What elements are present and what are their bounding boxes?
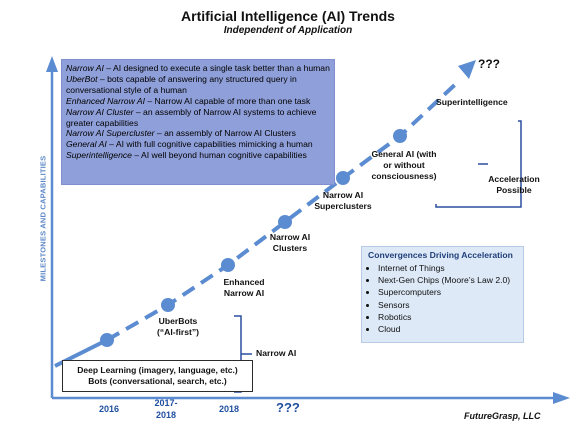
- convergences-title: Convergences Driving Acceleration: [368, 250, 513, 260]
- year-2017-2018-line1: 2017-: [154, 398, 178, 408]
- superintelligence-label: Superintelligence: [436, 97, 508, 107]
- definition-term: UberBot: [66, 73, 98, 84]
- list-item: Sensors: [378, 299, 517, 311]
- diagram-title: Artificial Intelligence (AI) Trends: [181, 8, 395, 24]
- diagram-subtitle: Independent of Application: [223, 25, 353, 36]
- node-enhanced-narrow-ai: [221, 258, 235, 272]
- definition-text: – bots capable of answering any structur…: [66, 73, 297, 95]
- uberbots-label-line2: (“AI-first”): [156, 327, 199, 337]
- definition-text: – AI with full cognitive capabilities mi…: [106, 139, 313, 150]
- definition-item: Narrow AI Supercluster – an assembly of …: [66, 128, 330, 139]
- node-2016: [100, 333, 114, 347]
- definition-item: General AI – AI with full cognitive capa…: [66, 139, 330, 150]
- year-2017-2018: 2017- 2018: [146, 397, 186, 421]
- list-item: Next-Gen Chips (Moore’s Law 2.0): [378, 274, 517, 286]
- y-axis-arrow-icon: [46, 56, 58, 72]
- definition-text: – AI designed to execute a single task b…: [103, 63, 330, 73]
- credit-label: FutureGrasp, LLC: [464, 411, 541, 421]
- definition-item: Narrow AI – AI designed to execute a sin…: [66, 63, 330, 74]
- uberbots-label-line1: UberBots: [158, 316, 198, 326]
- clusters-label-line1: Narrow AI: [269, 232, 311, 242]
- definition-text: – AI well beyond human cognitive capabil…: [131, 150, 307, 161]
- deep-learning-line1: Deep Learning (imagery, language, etc.): [77, 365, 238, 375]
- uberbots-label: UberBots (“AI-first”): [146, 316, 210, 338]
- narrow-ai-bracket: [234, 315, 252, 393]
- definition-term: General AI: [66, 139, 107, 150]
- definition-text: – an assembly of Narrow AI Clusters: [154, 128, 296, 139]
- enhanced-label-line1: Enhanced: [223, 277, 265, 287]
- year-2017-2018-line2: 2018: [155, 410, 177, 420]
- definition-item: Narrow AI Cluster – an assembly of Narro…: [66, 107, 330, 129]
- enhanced-label-line2: Narrow AI: [223, 288, 265, 298]
- deep-learning-box: Deep Learning (imagery, language, etc.) …: [62, 360, 253, 392]
- convergences-list: Internet of Things Next-Gen Chips (Moore…: [368, 262, 517, 335]
- superclusters-label-line2: Superclusters: [314, 201, 372, 211]
- list-item: Internet of Things: [378, 262, 517, 274]
- superclusters-label-line1: Narrow AI: [322, 190, 364, 200]
- convergences-box: Convergences Driving Acceleration Intern…: [361, 246, 524, 343]
- node-general-ai: [393, 129, 407, 143]
- year-2016: 2016: [98, 404, 120, 414]
- definition-text: – an assembly of Narrow AI systems to ac…: [66, 106, 317, 128]
- definition-term: Superintelligence: [66, 150, 132, 161]
- general-ai-label: General AI (with or without consciousnes…: [358, 149, 450, 182]
- x-axis-arrow-icon: [553, 392, 570, 404]
- definitions-box: Narrow AI – AI designed to execute a sin…: [61, 59, 335, 185]
- list-item: Cloud: [378, 323, 517, 335]
- year-2018: 2018: [218, 404, 240, 414]
- superclusters-label: Narrow AI Superclusters: [298, 190, 388, 212]
- node-uberbots: [161, 298, 175, 312]
- definition-item: Superintelligence – AI well beyond human…: [66, 150, 330, 161]
- definition-term: Narrow AI: [66, 63, 104, 73]
- definition-term: Narrow AI Supercluster: [66, 128, 155, 139]
- y-axis-label: MILESTONES AND CAPABILITIES: [38, 155, 48, 282]
- acceleration-label: Acceleration Possible: [484, 174, 544, 196]
- general-ai-label-line2: or without: [383, 160, 425, 170]
- general-ai-label-line3: consciousness): [371, 171, 437, 181]
- definition-term: Narrow AI Cluster: [66, 106, 134, 117]
- definition-item: Enhanced Narrow AI – Narrow AI capable o…: [66, 96, 330, 107]
- acceleration-bracket: [435, 120, 522, 208]
- definition-term: Enhanced Narrow AI: [66, 95, 145, 106]
- year-unknown: ???: [276, 400, 300, 415]
- acceleration-label-line1: Acceleration: [488, 174, 540, 184]
- list-item: Robotics: [378, 311, 517, 323]
- list-item: Supercomputers: [378, 286, 517, 298]
- deep-learning-line2: Bots (conversational, search, etc.): [88, 376, 227, 386]
- general-ai-label-line1: General AI (with: [371, 149, 437, 159]
- trend-arrow-icon: [458, 60, 476, 79]
- narrow-ai-bracket-label: Narrow AI: [256, 348, 297, 358]
- acceleration-label-line2: Possible: [496, 185, 532, 195]
- future-unknown-label: ???: [478, 57, 500, 71]
- clusters-label-line2: Clusters: [272, 243, 308, 253]
- node-narrow-ai-superclusters: [336, 171, 350, 185]
- clusters-label: Narrow AI Clusters: [260, 232, 320, 254]
- node-narrow-ai-clusters: [278, 215, 292, 229]
- enhanced-label: Enhanced Narrow AI: [214, 277, 274, 299]
- definition-text: – Narrow AI capable of more than one tas…: [144, 95, 311, 106]
- definition-item: UberBot – bots capable of answering any …: [66, 74, 330, 96]
